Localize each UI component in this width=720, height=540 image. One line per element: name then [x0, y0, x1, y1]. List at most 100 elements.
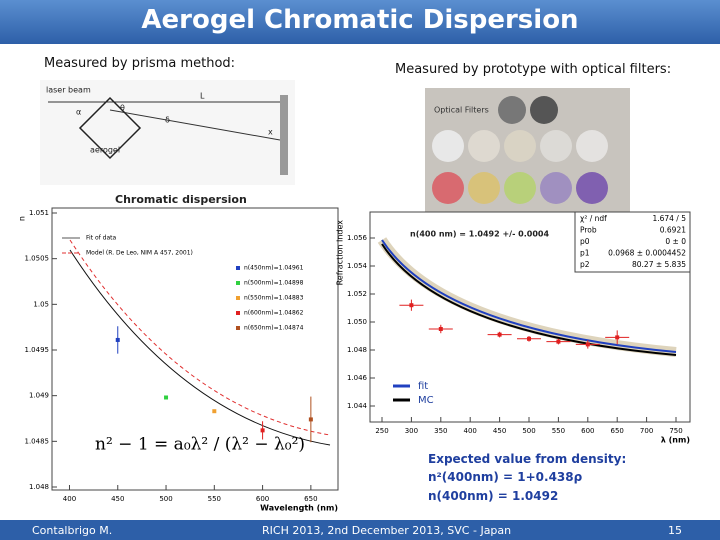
x-tick-label: 600	[256, 495, 269, 503]
x-axis-label: λ (nm)	[661, 436, 690, 445]
point	[409, 303, 414, 308]
filter	[432, 130, 464, 162]
point	[438, 327, 443, 331]
formula: n² − 1 = a₀λ² / (λ² − λ₀²)	[95, 435, 305, 455]
y-tick-label: 1.056	[347, 234, 368, 242]
expected-heading: Expected value from density:	[428, 452, 627, 466]
legend-label: n(500nm)=1.04898	[244, 280, 304, 287]
point	[212, 409, 217, 414]
filter	[504, 130, 536, 162]
y-axis-label: n	[18, 216, 27, 221]
legend-label: Fit of data	[86, 235, 116, 242]
right-label: Measured by prototype with optical filte…	[395, 62, 672, 77]
stats-value: 1.674 / 5	[652, 214, 686, 223]
stats-key: χ² / ndf	[580, 214, 607, 223]
x-tick-label: 700	[640, 427, 653, 435]
y-tick-label: 1.044	[347, 402, 368, 410]
legend-marker	[236, 296, 240, 300]
x-axis-label: Wavelength (nm)	[260, 504, 338, 513]
filter	[432, 172, 464, 204]
legend-marker	[236, 281, 240, 285]
x-tick-label: 400	[464, 427, 477, 435]
y-axis-label: Refraction Index	[336, 220, 345, 286]
author: Contalbrigo M.	[32, 524, 113, 537]
plot-frame	[51, 207, 339, 491]
plot-title: Chromatic dispersion	[115, 193, 247, 206]
filter	[504, 172, 536, 204]
x-tick-label: 450	[111, 495, 124, 503]
point	[585, 342, 590, 347]
y-tick-label: 1.046	[347, 374, 368, 382]
point	[497, 332, 502, 337]
legend-label: n(600nm)=1.04862	[244, 310, 304, 317]
legend-label: n(550nm)=1.04883	[244, 295, 304, 302]
filter	[530, 96, 558, 124]
diagram-bg	[40, 80, 295, 185]
stats-value: 80.27 ± 5.835	[632, 260, 686, 269]
point	[164, 395, 169, 400]
legend-marker	[236, 311, 240, 315]
filter	[468, 130, 500, 162]
x-tick-label: 500	[159, 495, 172, 503]
filter	[468, 172, 500, 204]
filter-photo: Optical Filters	[425, 88, 630, 212]
plot-frame	[369, 211, 691, 423]
expected-line: n(400nm) = 1.0492	[428, 489, 559, 503]
y-tick-label: 1.05	[33, 300, 49, 308]
point	[556, 339, 561, 344]
stats-value: 0.0968 ± 0.0004452	[608, 249, 686, 258]
x-tick-label: 600	[581, 427, 594, 435]
y-tick-label: 1.050	[347, 318, 367, 326]
x-tick-label: 400	[63, 495, 76, 503]
x-tick-label: 250	[375, 427, 388, 435]
legend-label: Model (R. De Leo, NIM A 457, 2001)	[86, 250, 193, 257]
x-tick-label: 650	[304, 495, 317, 503]
figures: laser beam L aerogel x α θ δ Optical Fil…	[17, 80, 691, 513]
model-curve	[69, 239, 331, 436]
filter	[540, 130, 572, 162]
alpha-text: α	[76, 108, 81, 117]
y-tick-label: 1.0485	[25, 437, 50, 445]
legend-marker	[236, 266, 240, 270]
y-tick-label: 1.048	[347, 346, 367, 354]
stats-box	[574, 211, 691, 273]
y-tick-label: 1.048	[29, 483, 49, 491]
stats-value: 0 ± 0	[665, 237, 686, 246]
theta-text: θ	[120, 104, 125, 113]
fit-curve	[69, 249, 331, 446]
x-tick-label: 450	[493, 427, 506, 435]
x-tick-label: 350	[434, 427, 447, 435]
refracted	[109, 109, 281, 141]
point	[260, 428, 265, 433]
filter	[576, 172, 608, 204]
legend-label: n(650nm)=1.04874	[244, 325, 304, 332]
aerogel-shape	[78, 96, 142, 160]
left-label: Measured by prisma method:	[44, 56, 236, 71]
y-tick-label: 1.0495	[25, 346, 50, 354]
point	[308, 417, 313, 422]
x-tick-label: 300	[405, 427, 418, 435]
x-tick-label: 650	[611, 427, 624, 435]
screen	[280, 95, 288, 175]
page-number: 15	[668, 524, 682, 537]
filter	[498, 96, 526, 124]
stats-key: Prob	[580, 226, 597, 235]
mc-curve	[381, 243, 677, 356]
distance-text: L	[200, 92, 205, 101]
filter	[576, 130, 608, 162]
point	[615, 335, 620, 340]
point	[527, 336, 531, 341]
filter	[540, 172, 572, 204]
sample-text: aerogel	[90, 146, 120, 155]
x-tick-label: 750	[669, 427, 682, 435]
legend-label: fit	[418, 381, 428, 392]
fit-curve	[381, 239, 677, 353]
x-tick-label: 550	[208, 495, 221, 503]
footer-bar	[0, 520, 720, 540]
y-tick-label: 1.0505	[25, 255, 50, 263]
plot-title: n(400 nm) = 1.0492 +/- 0.0004	[410, 230, 549, 239]
x-tick-label: 550	[552, 427, 565, 435]
y-tick-label: 1.051	[29, 209, 49, 217]
stats-key: p2	[580, 260, 590, 269]
screen-text: x	[268, 128, 273, 137]
